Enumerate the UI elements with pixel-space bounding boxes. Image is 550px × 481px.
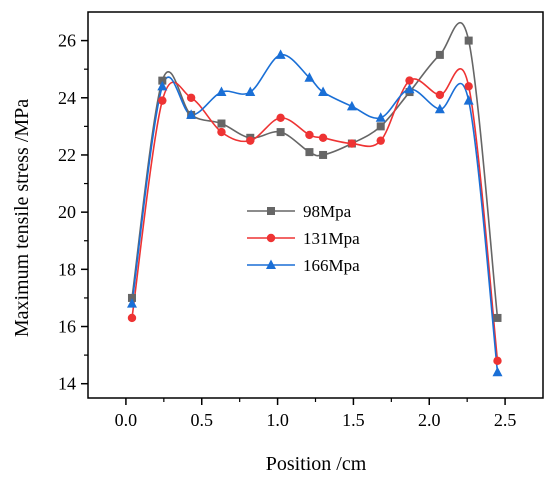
- data-point-131Mpa: [493, 356, 502, 366]
- y-tick-label: 22: [58, 145, 76, 165]
- x-tick-label: 0.5: [191, 410, 214, 430]
- y-tick-label: 18: [58, 259, 76, 279]
- series-line-166Mpa: [131, 54, 499, 373]
- data-point-166Mpa: [304, 72, 315, 82]
- legend-marker: [266, 259, 276, 269]
- data-point-131Mpa: [305, 130, 314, 140]
- data-point-166Mpa: [186, 109, 197, 119]
- legend-marker: [267, 207, 275, 215]
- data-point-131Mpa: [405, 76, 414, 85]
- data-point-98Mpa: [217, 119, 226, 128]
- y-tick-label: 26: [58, 31, 76, 51]
- data-point-98Mpa: [376, 122, 385, 131]
- y-tick-label: 20: [58, 202, 76, 222]
- data-point-166Mpa: [157, 80, 168, 91]
- y-tick-label: 16: [58, 317, 76, 337]
- data-point-166Mpa: [126, 298, 137, 308]
- data-point-98Mpa: [435, 50, 444, 59]
- data-point-131Mpa: [246, 136, 255, 145]
- series-markers: [126, 36, 503, 377]
- data-point-131Mpa: [347, 139, 357, 148]
- data-point-131Mpa: [217, 127, 226, 137]
- x-tick-label: 1.5: [342, 410, 365, 430]
- data-point-131Mpa: [318, 133, 328, 143]
- data-point-131Mpa: [127, 313, 137, 323]
- data-point-131Mpa: [464, 82, 473, 91]
- data-point-131Mpa: [276, 113, 285, 122]
- data-point-166Mpa: [463, 95, 474, 105]
- data-point-98Mpa: [276, 128, 285, 137]
- y-tick-label: 14: [58, 374, 76, 394]
- y-tick-label: 24: [58, 88, 76, 108]
- y-axis-title: Maximum tensile stress /MPa: [11, 99, 33, 337]
- data-point-98Mpa: [127, 293, 136, 302]
- series-line-98Mpa: [131, 22, 499, 319]
- x-axis-title: Position /cm: [266, 453, 367, 475]
- data-point-166Mpa: [434, 103, 445, 114]
- data-point-166Mpa: [346, 100, 357, 111]
- data-point-98Mpa: [158, 76, 167, 85]
- legend-marker: [266, 233, 276, 243]
- legend: 98Mpa 131Mpa 166Mpa: [247, 202, 360, 275]
- series-lines: [131, 22, 499, 373]
- legend-label: 98Mpa: [303, 202, 352, 221]
- data-point-98Mpa: [305, 148, 314, 157]
- x-tick-label: 1.0: [266, 410, 289, 430]
- legend-label: 131Mpa: [303, 229, 360, 248]
- x-axis: 0.0 0.5 1.0 1.5 2.0 2.5: [115, 398, 517, 430]
- x-tick-label: 0.0: [115, 410, 138, 430]
- data-point-166Mpa: [245, 86, 256, 97]
- data-point-166Mpa: [404, 83, 415, 94]
- data-point-166Mpa: [375, 112, 386, 122]
- data-point-166Mpa: [492, 366, 503, 377]
- data-point-98Mpa: [319, 150, 328, 159]
- data-point-166Mpa: [216, 86, 227, 97]
- x-tick-label: 2.0: [418, 410, 441, 430]
- data-point-131Mpa: [435, 90, 445, 100]
- data-point-131Mpa: [186, 93, 196, 102]
- x-tick-label: 2.5: [494, 410, 517, 430]
- data-point-131Mpa: [158, 96, 167, 105]
- y-axis: 14 16 18 20 22 24 26: [58, 31, 88, 394]
- data-point-166Mpa: [275, 49, 286, 59]
- data-point-98Mpa: [493, 313, 502, 322]
- data-point-131Mpa: [376, 136, 385, 145]
- data-point-166Mpa: [318, 86, 329, 97]
- legend-label: 166Mpa: [303, 256, 360, 275]
- data-point-98Mpa: [464, 36, 473, 45]
